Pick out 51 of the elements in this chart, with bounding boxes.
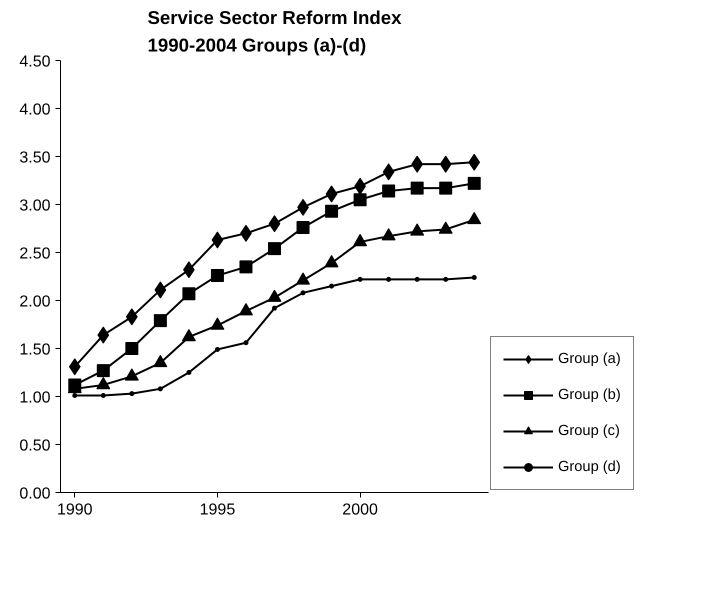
point [182,287,196,300]
legend-label: Group (b) [558,387,621,403]
y-tick-label: 0.50 [19,438,51,454]
point [329,284,334,289]
point [239,260,252,274]
point [439,182,452,195]
point [358,276,363,282]
point [154,314,167,328]
point [382,184,396,198]
y-tick-label: 3.00 [19,198,51,214]
point [129,391,134,396]
point [410,182,424,195]
point [158,386,163,392]
point [243,340,248,346]
y-tick-label: 4.50 [19,54,51,70]
point [443,276,448,282]
point [214,346,220,352]
y-tick-label: 2.50 [19,246,51,262]
point [96,364,110,378]
legend-label: Group (a) [558,351,621,367]
x-tick-label: 2000 [342,502,378,518]
legend-label: Group (d) [558,459,621,475]
y-tick-label: 1.50 [19,342,51,358]
legend-label: Group (c) [558,423,620,439]
point [440,156,452,173]
point [414,276,420,282]
point [354,193,367,206]
point [186,370,192,375]
y-tick-label: 4.00 [19,102,51,118]
y-tick-label: 3.50 [19,150,51,166]
point [72,393,78,398]
point [100,393,106,398]
x-tick-label: 1995 [200,502,236,518]
chart-title: Service Sector Reform Index 1990-2004 Groups (a)-(d) [147,7,402,56]
x-tick-label: 1990 [56,502,93,518]
point [300,290,306,296]
y-tick-label: 0.00 [19,486,51,502]
point [125,342,138,355]
point [325,204,338,218]
point [386,276,392,282]
point [468,154,480,171]
point [97,326,110,344]
point [268,242,281,256]
point [272,306,277,311]
point [296,221,310,234]
point [68,358,81,376]
point [210,269,224,282]
point [472,274,477,280]
point [468,176,481,190]
y-tick-label: 2.00 [19,294,51,310]
y-tick-label: 1.00 [19,390,51,406]
